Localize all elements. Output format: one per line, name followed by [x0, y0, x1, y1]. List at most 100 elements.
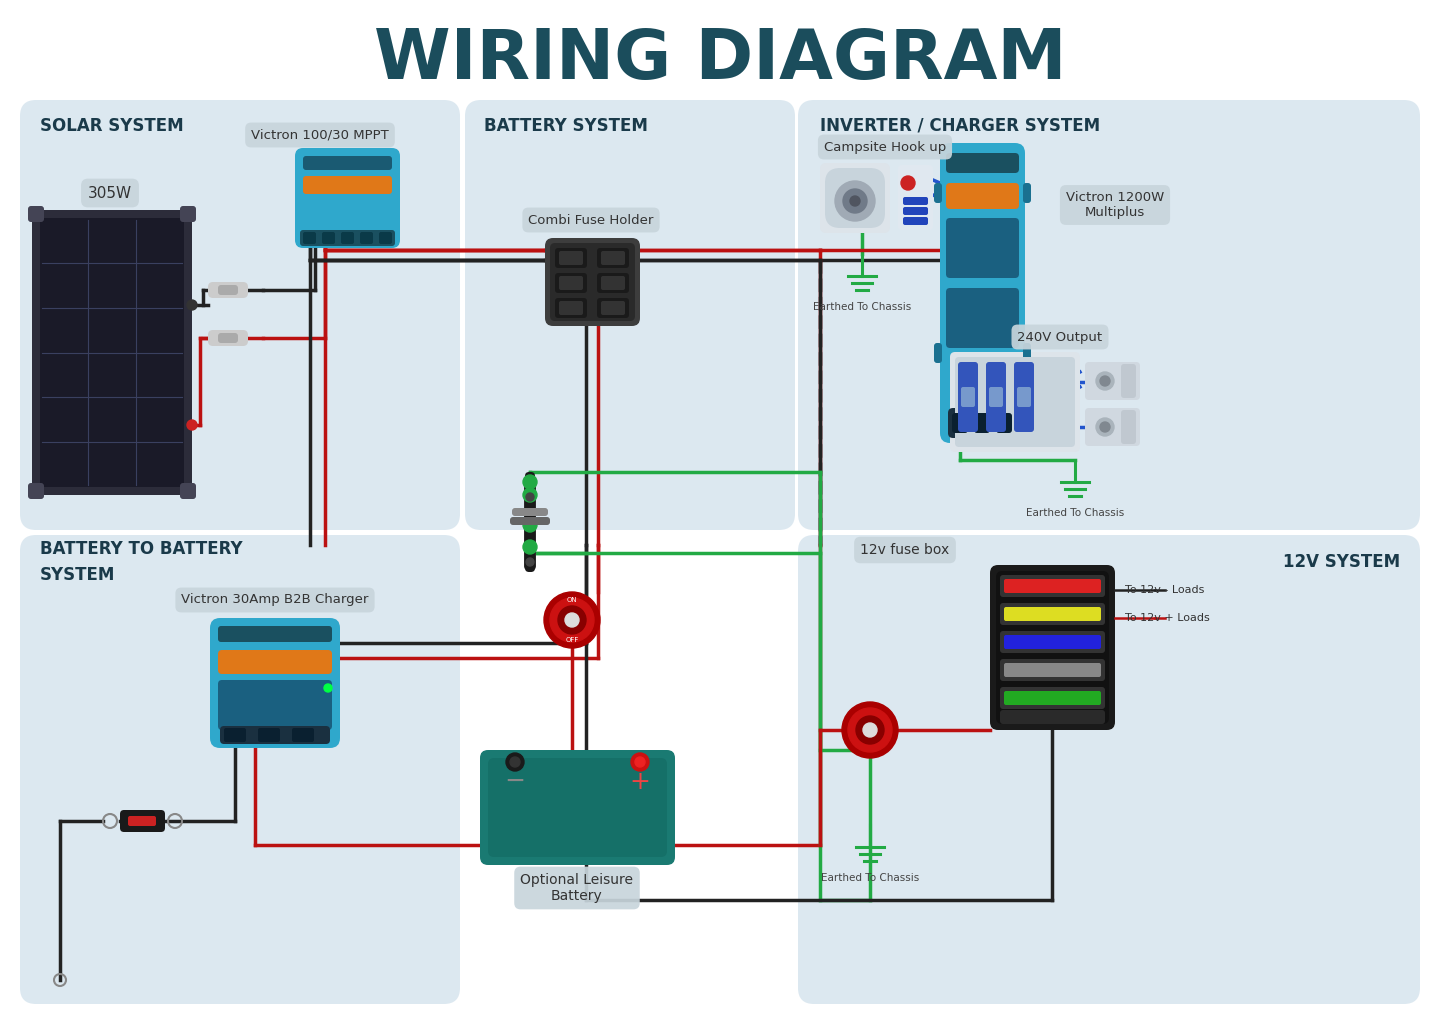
Circle shape: [526, 558, 534, 566]
Circle shape: [505, 753, 524, 771]
FancyBboxPatch shape: [217, 680, 333, 730]
Text: +: +: [629, 770, 651, 794]
FancyBboxPatch shape: [960, 387, 975, 407]
FancyBboxPatch shape: [550, 243, 635, 321]
FancyBboxPatch shape: [1004, 663, 1102, 677]
Text: ─: ─: [507, 770, 523, 794]
FancyBboxPatch shape: [1022, 343, 1031, 362]
FancyBboxPatch shape: [955, 357, 1076, 447]
FancyBboxPatch shape: [999, 687, 1104, 709]
Text: 240V Output: 240V Output: [1018, 331, 1103, 343]
Circle shape: [324, 684, 333, 692]
FancyBboxPatch shape: [510, 517, 550, 525]
Circle shape: [1096, 418, 1115, 436]
Text: ON: ON: [567, 597, 577, 603]
FancyBboxPatch shape: [1004, 607, 1102, 621]
FancyBboxPatch shape: [946, 153, 1020, 173]
FancyBboxPatch shape: [600, 251, 625, 265]
Circle shape: [550, 598, 595, 642]
FancyBboxPatch shape: [999, 710, 1104, 724]
Text: Optional Leisure
Battery: Optional Leisure Battery: [520, 872, 634, 903]
Text: Earthed To Chassis: Earthed To Chassis: [821, 873, 919, 883]
FancyBboxPatch shape: [598, 298, 629, 318]
FancyBboxPatch shape: [986, 362, 1007, 432]
FancyBboxPatch shape: [600, 276, 625, 290]
FancyBboxPatch shape: [1120, 364, 1136, 398]
FancyBboxPatch shape: [950, 352, 1080, 452]
FancyBboxPatch shape: [210, 618, 340, 748]
Circle shape: [510, 757, 520, 767]
FancyBboxPatch shape: [598, 248, 629, 268]
Text: 12v fuse box: 12v fuse box: [860, 543, 949, 557]
FancyBboxPatch shape: [526, 472, 536, 572]
FancyBboxPatch shape: [999, 575, 1104, 597]
Text: 305W: 305W: [88, 185, 132, 201]
FancyBboxPatch shape: [989, 387, 1004, 407]
FancyBboxPatch shape: [323, 232, 336, 244]
FancyBboxPatch shape: [554, 298, 588, 318]
FancyBboxPatch shape: [217, 650, 333, 674]
Text: To 12v - Loads: To 12v - Loads: [1125, 585, 1204, 595]
FancyBboxPatch shape: [524, 480, 536, 570]
Circle shape: [523, 475, 537, 489]
FancyBboxPatch shape: [128, 816, 156, 826]
Text: Earthed To Chassis: Earthed To Chassis: [1025, 508, 1125, 518]
FancyBboxPatch shape: [798, 535, 1420, 1004]
Text: BATTERY SYSTEM: BATTERY SYSTEM: [484, 117, 648, 135]
Circle shape: [559, 606, 586, 634]
FancyBboxPatch shape: [996, 571, 1109, 724]
FancyBboxPatch shape: [952, 413, 968, 433]
FancyBboxPatch shape: [207, 330, 248, 346]
FancyBboxPatch shape: [1004, 579, 1102, 593]
Circle shape: [848, 708, 891, 752]
Text: Victron 30Amp B2B Charger: Victron 30Amp B2B Charger: [181, 594, 369, 606]
FancyBboxPatch shape: [1014, 362, 1034, 432]
FancyBboxPatch shape: [559, 251, 583, 265]
FancyBboxPatch shape: [27, 206, 45, 222]
Text: OFF: OFF: [566, 637, 579, 643]
FancyBboxPatch shape: [1022, 183, 1031, 203]
FancyBboxPatch shape: [554, 248, 588, 268]
FancyBboxPatch shape: [217, 333, 238, 343]
FancyBboxPatch shape: [32, 210, 192, 495]
FancyBboxPatch shape: [40, 218, 184, 487]
FancyBboxPatch shape: [488, 758, 667, 857]
FancyBboxPatch shape: [819, 163, 890, 233]
FancyBboxPatch shape: [480, 750, 675, 865]
FancyBboxPatch shape: [903, 217, 927, 225]
FancyBboxPatch shape: [948, 408, 1017, 438]
Circle shape: [523, 540, 537, 554]
Circle shape: [635, 757, 645, 767]
FancyBboxPatch shape: [946, 218, 1020, 278]
FancyBboxPatch shape: [1084, 408, 1140, 446]
FancyBboxPatch shape: [559, 276, 583, 290]
FancyBboxPatch shape: [544, 238, 639, 326]
FancyBboxPatch shape: [225, 728, 246, 742]
Circle shape: [523, 488, 537, 502]
Circle shape: [901, 176, 914, 190]
FancyBboxPatch shape: [999, 659, 1104, 681]
FancyBboxPatch shape: [559, 301, 583, 315]
Text: Victron 100/30 MPPT: Victron 100/30 MPPT: [251, 128, 389, 141]
FancyBboxPatch shape: [940, 143, 1025, 443]
FancyBboxPatch shape: [27, 483, 45, 499]
FancyBboxPatch shape: [258, 728, 279, 742]
FancyBboxPatch shape: [360, 232, 373, 244]
FancyBboxPatch shape: [999, 631, 1104, 653]
FancyBboxPatch shape: [217, 626, 333, 642]
FancyBboxPatch shape: [217, 285, 238, 295]
Text: Victron 1200W
Multiplus: Victron 1200W Multiplus: [1066, 191, 1164, 219]
Circle shape: [187, 420, 197, 430]
FancyBboxPatch shape: [798, 100, 1420, 530]
Circle shape: [523, 518, 537, 532]
FancyBboxPatch shape: [903, 207, 927, 215]
Circle shape: [187, 300, 197, 310]
Text: 12V SYSTEM: 12V SYSTEM: [1283, 553, 1400, 571]
FancyBboxPatch shape: [1084, 362, 1140, 400]
FancyBboxPatch shape: [1017, 387, 1031, 407]
FancyBboxPatch shape: [999, 603, 1104, 625]
Circle shape: [850, 196, 860, 206]
Text: INVERTER / CHARGER SYSTEM: INVERTER / CHARGER SYSTEM: [819, 117, 1100, 135]
FancyBboxPatch shape: [295, 148, 400, 248]
Text: WIRING DIAGRAM: WIRING DIAGRAM: [374, 27, 1066, 93]
